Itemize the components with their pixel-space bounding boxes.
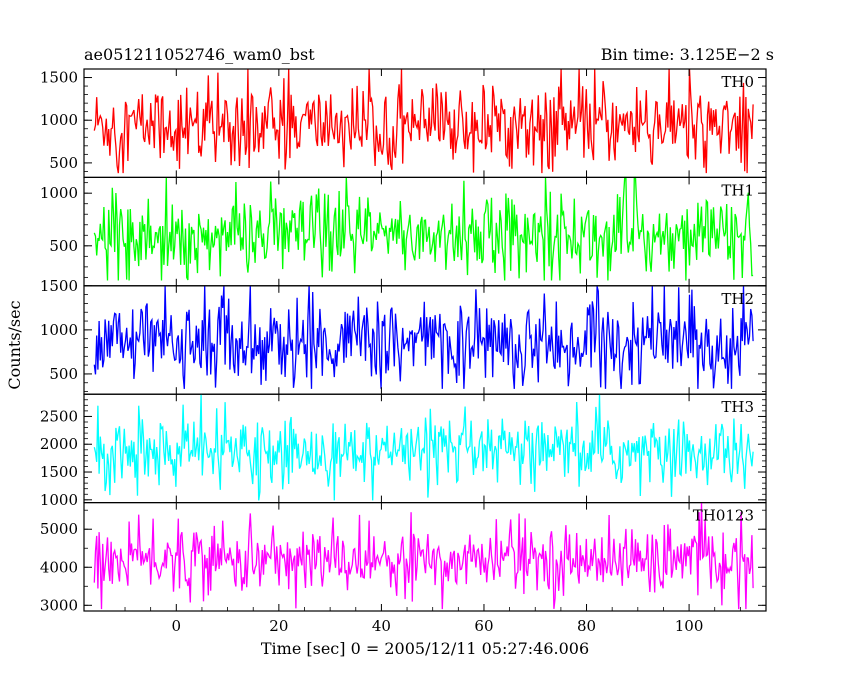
y-tick-label: 2000 xyxy=(40,435,78,453)
y-tick-label: 2500 xyxy=(40,407,78,425)
x-tick-label: 40 xyxy=(372,617,391,635)
panel-frame xyxy=(83,502,767,612)
panel-label-th0123: TH0123 xyxy=(693,507,754,525)
y-tick-label: 500 xyxy=(49,154,78,172)
panel-label-th1: TH1 xyxy=(721,181,754,199)
y-tick-label: 5000 xyxy=(40,520,78,538)
panel-label-th0: TH0 xyxy=(721,73,754,91)
y-tick-label: 1000 xyxy=(40,111,78,129)
chart-title-left: ae051211052746_wam0_bst xyxy=(84,45,315,64)
panels-group: TH050010001500TH15001000TH250010001500TH… xyxy=(40,68,767,614)
series-line-th0123 xyxy=(93,502,754,610)
panel-th1: TH1 500 1000 xyxy=(40,176,767,287)
panel-label-th3: TH3 xyxy=(721,398,754,416)
panel-th3: TH3 1000 1500 2000 2500 xyxy=(40,393,767,509)
panel-th2: TH2 500 1000 1500 xyxy=(40,277,767,395)
y-axis-title: Counts/sec xyxy=(5,300,24,389)
x-tick-label: 60 xyxy=(474,617,493,635)
series-line-th1 xyxy=(93,176,754,281)
y-tick-label: 4000 xyxy=(40,558,78,576)
y-tick-label: 1000 xyxy=(40,184,78,202)
y-tick-label: 500 xyxy=(49,237,78,255)
x-tick-label: 100 xyxy=(675,617,704,635)
series-line-th2 xyxy=(93,285,754,389)
series-line-th0 xyxy=(93,68,754,174)
y-tick-label: 1000 xyxy=(40,321,78,339)
x-tick-label: 80 xyxy=(577,617,596,635)
panel-label-th2: TH2 xyxy=(721,290,754,308)
panel-th0: TH0 500 1000 1500 xyxy=(40,68,767,179)
x-axis-title: Time [sec] 0 = 2005/12/11 05:27:46.006 xyxy=(261,639,589,658)
y-tick-label: 3000 xyxy=(40,596,78,614)
series-line-th3 xyxy=(93,394,754,501)
y-tick-label: 1500 xyxy=(40,69,78,87)
x-axis: 0 20 40 60 80 100 xyxy=(124,607,741,635)
y-tick-label: 1500 xyxy=(40,463,78,481)
y-tick-label: 1500 xyxy=(40,277,78,295)
y-tick-label: 500 xyxy=(49,365,78,383)
chart-title-right: Bin time: 3.125E−2 s xyxy=(601,45,774,64)
panel-th0123: TH0123 3000 4000 5000 xyxy=(40,502,767,614)
x-tick-label: 0 xyxy=(172,617,182,635)
y-tick-label: 1000 xyxy=(40,491,78,509)
x-tick-label: 20 xyxy=(269,617,288,635)
